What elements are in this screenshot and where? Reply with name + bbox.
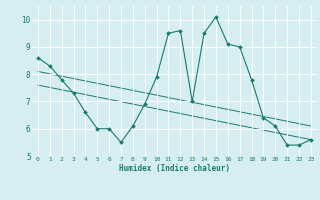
X-axis label: Humidex (Indice chaleur): Humidex (Indice chaleur): [119, 164, 230, 173]
